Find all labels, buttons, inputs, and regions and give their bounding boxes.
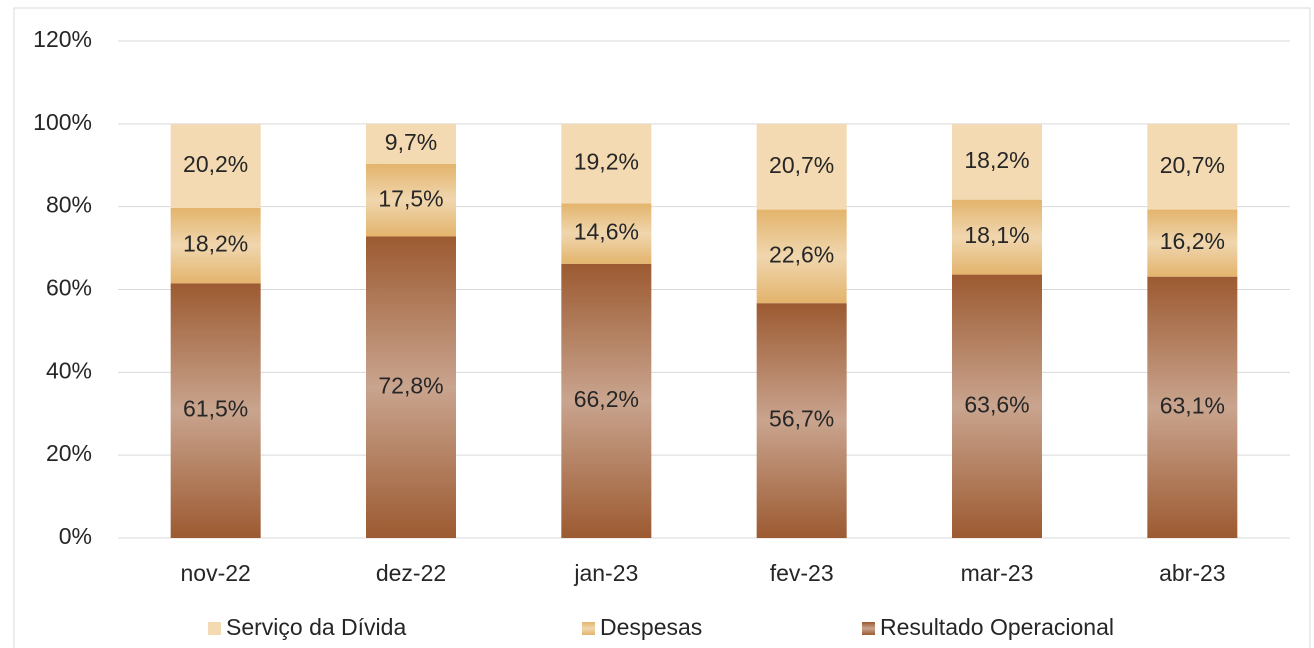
bar-segment xyxy=(756,209,847,304)
x-tick-label: abr-23 xyxy=(1159,560,1225,586)
y-tick-label: 20% xyxy=(46,440,92,466)
data-label: 18,2% xyxy=(183,231,248,257)
y-tick-label: 60% xyxy=(46,275,92,301)
bar-segment xyxy=(1147,123,1238,210)
x-tick-label: nov-22 xyxy=(181,560,251,586)
legend-label: Despesas xyxy=(600,614,702,640)
bar-segment xyxy=(366,236,456,538)
y-tick-label: 80% xyxy=(46,192,92,218)
data-label: 56,7% xyxy=(769,406,834,432)
x-tick-label: mar-23 xyxy=(961,560,1034,586)
legend-swatch xyxy=(208,622,221,635)
bar-segment xyxy=(1147,276,1238,538)
bar-segment xyxy=(952,199,1042,275)
data-label: 20,7% xyxy=(769,152,834,178)
bar-segment xyxy=(561,203,652,264)
y-tick-label: 0% xyxy=(59,523,92,549)
bar-segment xyxy=(756,303,847,538)
y-tick-label: 100% xyxy=(33,109,92,135)
bar-segment xyxy=(366,164,456,237)
x-tick-label: jan-23 xyxy=(573,560,638,586)
bar-segment xyxy=(952,124,1042,200)
data-label: 22,6% xyxy=(769,241,834,267)
data-label: 63,6% xyxy=(964,391,1029,417)
y-tick-label: 40% xyxy=(46,357,92,383)
data-label: 61,5% xyxy=(183,396,248,422)
data-label: 20,7% xyxy=(1160,152,1225,178)
data-label: 63,1% xyxy=(1160,392,1225,418)
y-tick-label: 120% xyxy=(33,26,92,52)
bar-segment xyxy=(756,123,847,210)
data-label: 16,2% xyxy=(1160,228,1225,254)
data-label: 18,2% xyxy=(964,147,1029,173)
bar-segment xyxy=(170,124,261,208)
data-label: 9,7% xyxy=(385,129,437,155)
bar-segment xyxy=(1147,209,1238,277)
data-label: 20,2% xyxy=(183,151,248,177)
legend-label: Serviço da Dívida xyxy=(226,614,406,640)
data-label: 18,1% xyxy=(964,222,1029,248)
bar-segment xyxy=(561,263,652,538)
chart-border xyxy=(13,7,1311,648)
data-label: 19,2% xyxy=(574,149,639,175)
data-label: 72,8% xyxy=(378,372,443,398)
x-tick-label: fev-23 xyxy=(770,560,834,586)
bar-segment xyxy=(366,123,456,165)
legend-swatch xyxy=(582,622,595,635)
legend-swatch xyxy=(862,622,875,635)
legend-label: Resultado Operacional xyxy=(880,614,1114,640)
bar-segment xyxy=(952,274,1042,538)
bar-segment xyxy=(170,207,261,284)
x-tick-label: dez-22 xyxy=(376,560,446,586)
bar-segment xyxy=(170,283,261,538)
bar-segment xyxy=(561,123,652,204)
data-label: 17,5% xyxy=(378,185,443,211)
data-label: 66,2% xyxy=(574,386,639,412)
data-label: 14,6% xyxy=(574,219,639,245)
